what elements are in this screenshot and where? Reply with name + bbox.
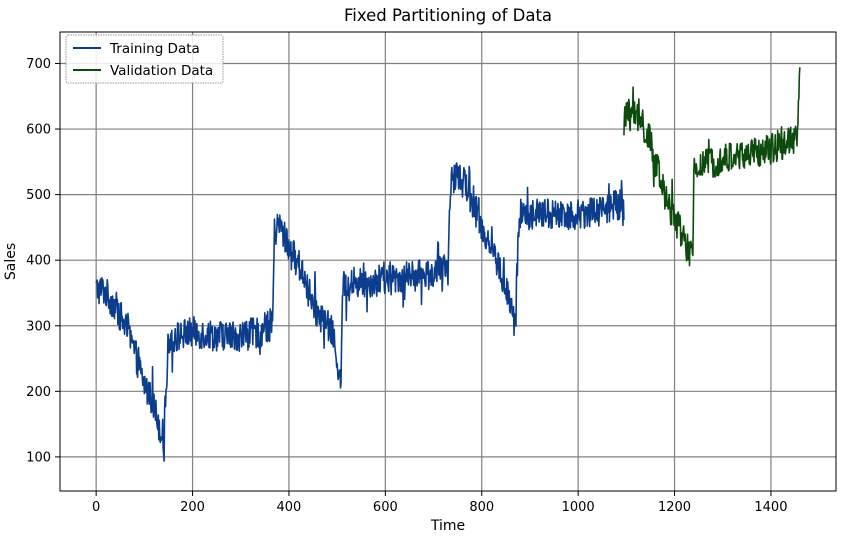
grid	[60, 32, 836, 491]
plot-frame	[59, 31, 837, 492]
y-tick-label: 400	[26, 254, 51, 269]
chart-title: Fixed Partitioning of Data	[344, 6, 552, 25]
x-tick-label: 0	[92, 500, 100, 515]
y-tick-label: 100	[26, 450, 51, 465]
y-tick-label: 300	[26, 319, 51, 334]
series-layer	[95, 67, 801, 462]
legend-box	[65, 34, 224, 84]
series-line-training	[95, 162, 625, 462]
x-tick-label: 1000	[562, 500, 595, 515]
x-tick-label: 800	[469, 500, 494, 515]
legend: Training Data Validation Data	[65, 34, 224, 84]
x-axis-label: Time	[430, 518, 465, 534]
x-tick-label: 600	[373, 500, 398, 515]
legend-label: Validation Data	[110, 63, 213, 79]
x-tick-label: 200	[180, 500, 205, 515]
legend-label: Training Data	[109, 41, 200, 57]
x-tick-label: 1400	[754, 500, 787, 515]
y-axis-label: Sales	[3, 243, 19, 280]
y-tick-label: 500	[26, 188, 51, 203]
y-tick-label: 700	[26, 57, 51, 72]
x-tick-label: 1200	[658, 500, 691, 515]
ticks: 0 200 400 600 800 1000 1200 1400 100 200 300 400 500…	[26, 57, 787, 515]
x-tick-label: 400	[277, 500, 302, 515]
y-tick-label: 600	[26, 123, 51, 138]
y-tick-label: 200	[26, 385, 51, 400]
series-line-validation	[623, 67, 801, 267]
